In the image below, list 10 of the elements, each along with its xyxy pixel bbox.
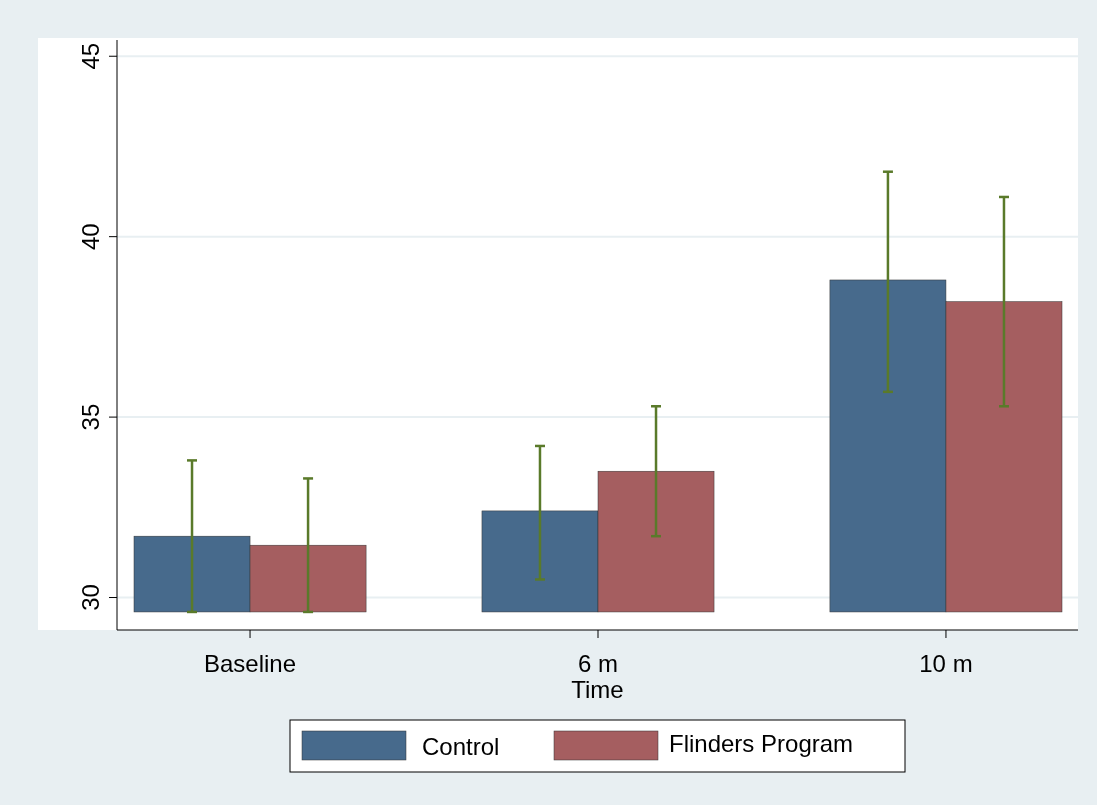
x-tick-label: Baseline: [204, 650, 297, 677]
y-tick-label: 35: [77, 403, 104, 431]
x-tick-label: 6 m: [577, 650, 619, 677]
y-tick-label: 40: [77, 223, 104, 251]
x-tick-label: 10 m: [919, 650, 973, 677]
y-tick-label: 45: [77, 42, 104, 70]
x-axis-title: Time: [571, 676, 624, 703]
y-tick-label: 30: [77, 584, 104, 611]
legend-label: Flinders Program: [669, 730, 854, 757]
legend-label: Control: [422, 733, 500, 760]
